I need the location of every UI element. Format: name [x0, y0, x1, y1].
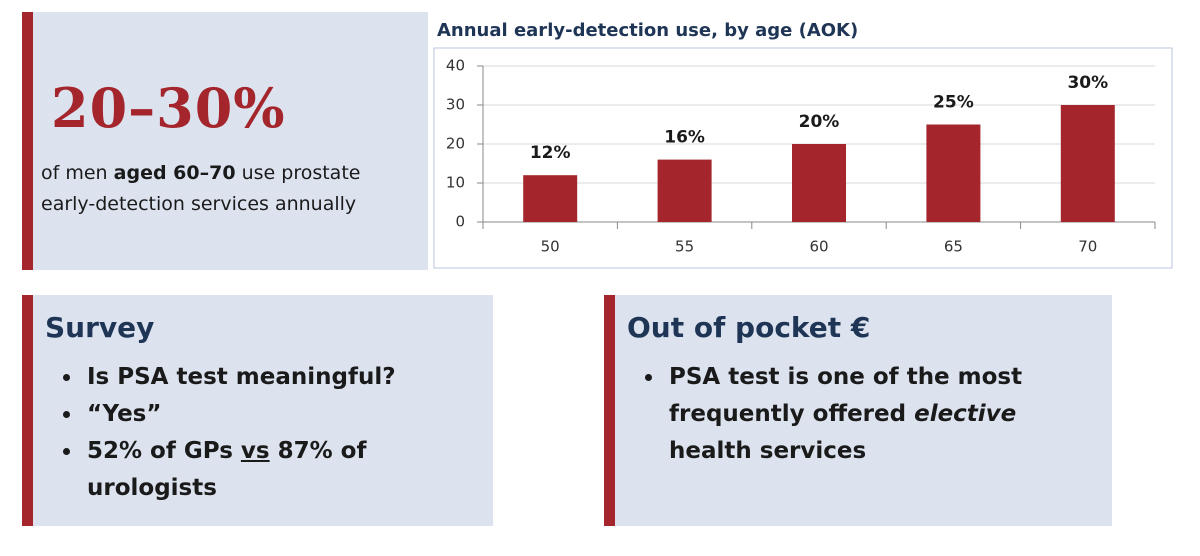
stat-text: of men aged 60–70 use prostate early-det… — [41, 158, 396, 220]
text: “Yes” — [87, 401, 162, 427]
y-tick-label: 10 — [446, 174, 465, 192]
y-tick-label: 0 — [455, 213, 465, 231]
bullet-list: Is PSA test meaningful? “Yes” 52% of GPs… — [45, 359, 493, 507]
value-label: 20% — [799, 112, 840, 132]
text: PSA test is one of the most frequently o… — [669, 364, 1023, 427]
x-tick-label: 60 — [809, 238, 828, 256]
x-tick-label: 55 — [675, 238, 694, 256]
text: use prostate early-detection services an… — [41, 162, 361, 215]
text: 87% of urologists — [87, 438, 367, 501]
bar — [657, 159, 712, 222]
text-italic: elective — [914, 401, 1017, 427]
y-tick-label: 30 — [446, 96, 465, 114]
text: of men — [41, 162, 114, 184]
bar — [1060, 105, 1115, 222]
x-tick-label: 70 — [1078, 238, 1097, 256]
survey-panel: Survey Is PSA test meaningful? “Yes” 52%… — [22, 295, 493, 526]
bullet: PSA test is one of the most frequently o… — [665, 359, 1085, 470]
bar — [523, 175, 578, 222]
bullet: 52% of GPs vs 87% of urologists — [83, 433, 493, 507]
stat-panel: 20–30% of men aged 60–70 use prostate ea… — [22, 12, 428, 270]
value-label: 16% — [664, 128, 705, 148]
panel-title: Survey — [45, 311, 155, 344]
text: 52% of GPs — [87, 438, 241, 464]
value-label: 30% — [1067, 73, 1108, 93]
headline: 20–30% — [51, 76, 286, 140]
x-tick-label: 65 — [944, 238, 963, 256]
pocket-panel: Out of pocket € PSA test is one of the m… — [604, 295, 1112, 526]
value-label: 25% — [933, 93, 974, 113]
text-underlined: vs — [240, 438, 270, 464]
panel-title: Out of pocket € — [627, 311, 871, 344]
y-tick-label: 40 — [446, 57, 465, 75]
text-bold: aged 60–70 — [113, 162, 236, 184]
bar — [926, 124, 981, 222]
bullet: Is PSA test meaningful? — [83, 359, 493, 396]
x-tick-label: 50 — [541, 238, 560, 256]
bullet: “Yes” — [83, 396, 493, 433]
chart-title: Annual early-detection use, by age (AOK) — [437, 20, 858, 41]
value-label: 12% — [530, 143, 571, 163]
text: health services — [669, 438, 867, 464]
y-tick-label: 20 — [446, 135, 465, 153]
text: Is PSA test meaningful? — [87, 364, 396, 390]
bar — [792, 144, 846, 222]
bullet-list: PSA test is one of the most frequently o… — [627, 359, 1085, 470]
